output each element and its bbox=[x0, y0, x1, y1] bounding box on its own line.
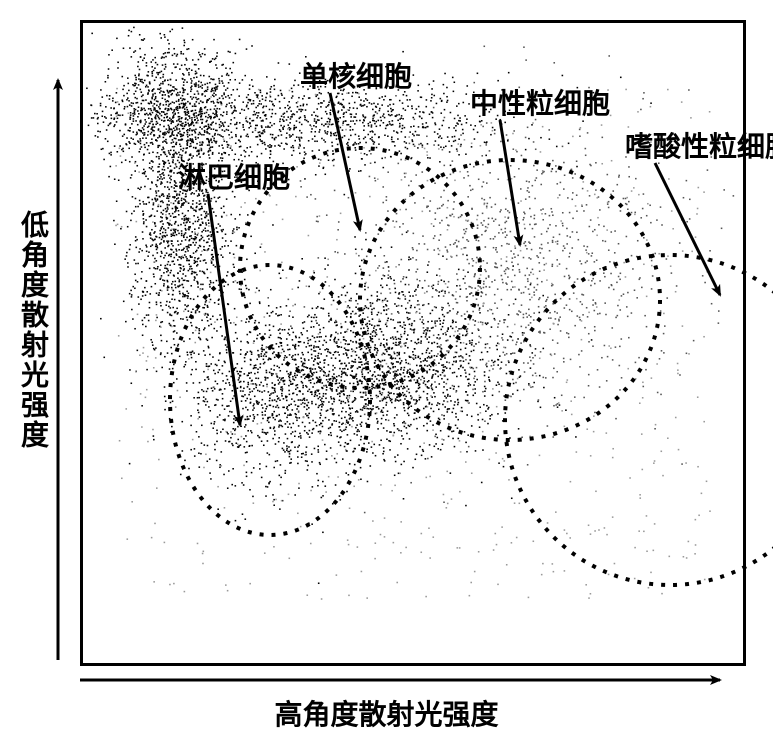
cluster-label-eosinophils: 嗜酸性粒细胞 bbox=[625, 125, 773, 165]
x-axis-label: 高角度散射光强度 bbox=[274, 693, 498, 733]
scatter-svg bbox=[83, 23, 743, 663]
cluster-label-neutrophils: 中性粒细胞 bbox=[470, 82, 610, 122]
cluster-label-monocytes: 单核细胞 bbox=[300, 55, 412, 95]
cluster-label-lymphocytes: 淋巴细胞 bbox=[178, 156, 290, 196]
y-axis-label: 低角度散射光强度 bbox=[12, 210, 52, 450]
scatter-plot bbox=[80, 20, 746, 666]
